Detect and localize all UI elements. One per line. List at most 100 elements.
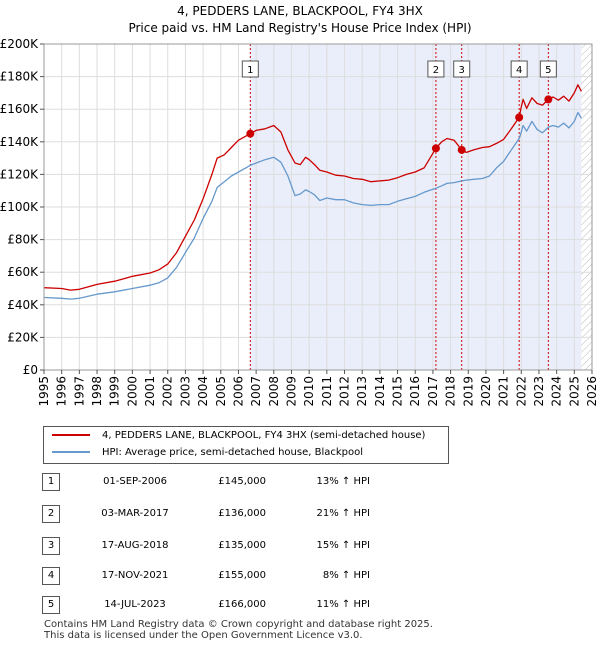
x-tick-label: 2014 [373,376,387,407]
sale-number: 5 [42,596,60,614]
sale-price: £136,000 [218,508,266,519]
x-tick-label: 2000 [125,376,139,407]
legend-item-property: 4, PEDDERS LANE, BLACKPOOL, FY4 3HX (sem… [52,428,425,444]
sale-price: £135,000 [218,540,266,551]
sale-marker-label: 1 [247,65,253,76]
table-row: 3 17-AUG-2018 £135,000 15% ↑ HPI [40,537,400,555]
footer-copyright: Contains HM Land Registry data © Crown c… [44,619,433,630]
x-tick-label: 2016 [408,376,422,407]
table-row: 1 01-SEP-2006 £145,000 13% ↑ HPI [40,473,400,491]
x-tick-label: 1997 [72,376,86,407]
sale-number: 4 [42,567,60,585]
x-tick-label: 2002 [161,376,175,407]
y-tick-label: £200K [0,37,39,51]
legend-swatch-hpi [52,451,90,453]
sale-marker-lines: 1 2 3 4 5 [241,44,557,370]
sale-marker-box [510,60,528,78]
sale-marker-box [539,60,557,78]
x-tick-label: 2023 [532,376,546,407]
x-tick-label: 2026 [585,376,599,407]
sale-point [515,113,524,122]
x-tick-label: 2010 [302,376,316,407]
sale-point [431,144,440,153]
sale-price: £145,000 [218,476,266,487]
property-price-line [44,84,582,291]
x-tick-label: 2024 [550,376,564,407]
y-tick-label: £0 [23,363,38,377]
sale-marker-label: 5 [545,65,551,76]
y-tick-label: £40K [7,298,39,312]
x-tick-label: 2019 [461,376,475,407]
chart-subtitle: Price paid vs. HM Land Registry's House … [128,21,472,35]
x-tick-label: 1999 [108,376,122,407]
hpi-line [44,111,582,300]
sale-price: £155,000 [218,570,266,581]
y-tick-label: £100K [0,200,39,214]
y-tick-label: £120K [0,167,39,181]
sale-hpi-change: 13% ↑ HPI [316,476,370,487]
sale-hpi-change: 21% ↑ HPI [316,508,370,519]
sale-hpi-change: 15% ↑ HPI [316,540,370,551]
sale-date: 17-AUG-2018 [101,540,169,551]
series-layer [44,84,582,300]
x-tick-label: 1998 [90,376,104,407]
x-tick-label: 2021 [497,376,511,407]
chart-title: 4, PEDDERS LANE, BLACKPOOL, FY4 3HX [177,4,423,18]
sale-marker-box [427,60,445,78]
y-tick-label: £80K [7,233,39,247]
x-tick-label: 2015 [391,376,405,407]
legend-item-hpi: HPI: Average price, semi-detached house,… [52,445,363,461]
sale-number: 3 [42,537,60,555]
table-row: 5 14-JUL-2023 £166,000 11% ↑ HPI [40,596,400,614]
x-tick-label: 2009 [284,376,298,407]
sale-point [544,95,553,104]
x-tick-label: 2013 [355,376,369,407]
sale-marker-box [453,60,471,78]
y-tick-label: £20K [7,330,39,344]
legend-label-property: 4, PEDDERS LANE, BLACKPOOL, FY4 3HX (sem… [102,430,426,441]
sale-date: 17-NOV-2021 [101,570,169,581]
sale-marker-label: 3 [459,65,465,76]
x-tick-label: 2008 [267,376,281,407]
x-tick-label: 2022 [514,376,528,407]
x-tick-label: 2006 [231,376,245,407]
sale-date: 14-JUL-2023 [104,599,166,610]
sale-date: 01-SEP-2006 [103,476,167,487]
sale-price: £166,000 [218,599,266,610]
sale-hpi-change: 11% ↑ HPI [316,599,370,610]
legend-swatch-property [52,434,90,436]
x-tick-label: 2001 [143,376,157,407]
sale-number: 1 [42,473,60,491]
x-tick-label: 2018 [444,376,458,407]
y-tick-label: £140K [0,135,39,149]
x-tick-label: 1995 [37,376,51,407]
y-tick-label: £180K [0,70,39,84]
x-tick-label: 2020 [479,376,493,407]
axes-layer: £0 £20K £40K £60K £80K £100K £120K £140K £160K £1… [0,37,599,407]
y-tick-label: £160K [0,102,39,116]
x-tick-label: 2011 [320,376,334,407]
chart-title-block: 4, PEDDERS LANE, BLACKPOOL, FY4 3HX Pric… [0,3,600,37]
x-tick-label: 2004 [196,376,210,407]
sale-point [457,145,466,154]
sale-point [246,129,255,138]
x-tick-label: 2012 [338,376,352,407]
x-tick-label: 1996 [55,376,69,407]
sale-marker-box [241,60,259,78]
x-tick-label: 2003 [178,376,192,407]
legend-label-hpi: HPI: Average price, semi-detached house,… [102,447,364,458]
y-tick-label: £60K [7,265,39,279]
sale-date: 03-MAR-2017 [101,508,169,519]
x-tick-label: 2017 [426,376,440,407]
sale-number: 2 [42,505,60,523]
x-tick-label: 2025 [567,376,581,407]
table-row: 4 17-NOV-2021 £155,000 8% ↑ HPI [40,567,400,585]
sale-points-layer [246,95,553,154]
x-tick-label: 2005 [214,376,228,407]
sale-marker-label: 4 [516,65,522,76]
legend: 4, PEDDERS LANE, BLACKPOOL, FY4 3HX (sem… [43,426,449,464]
footer-licence: This data is licensed under the Open Gov… [44,630,363,641]
footer: Contains HM Land Registry data © Crown c… [44,619,433,641]
x-tick-label: 2007 [249,376,263,407]
